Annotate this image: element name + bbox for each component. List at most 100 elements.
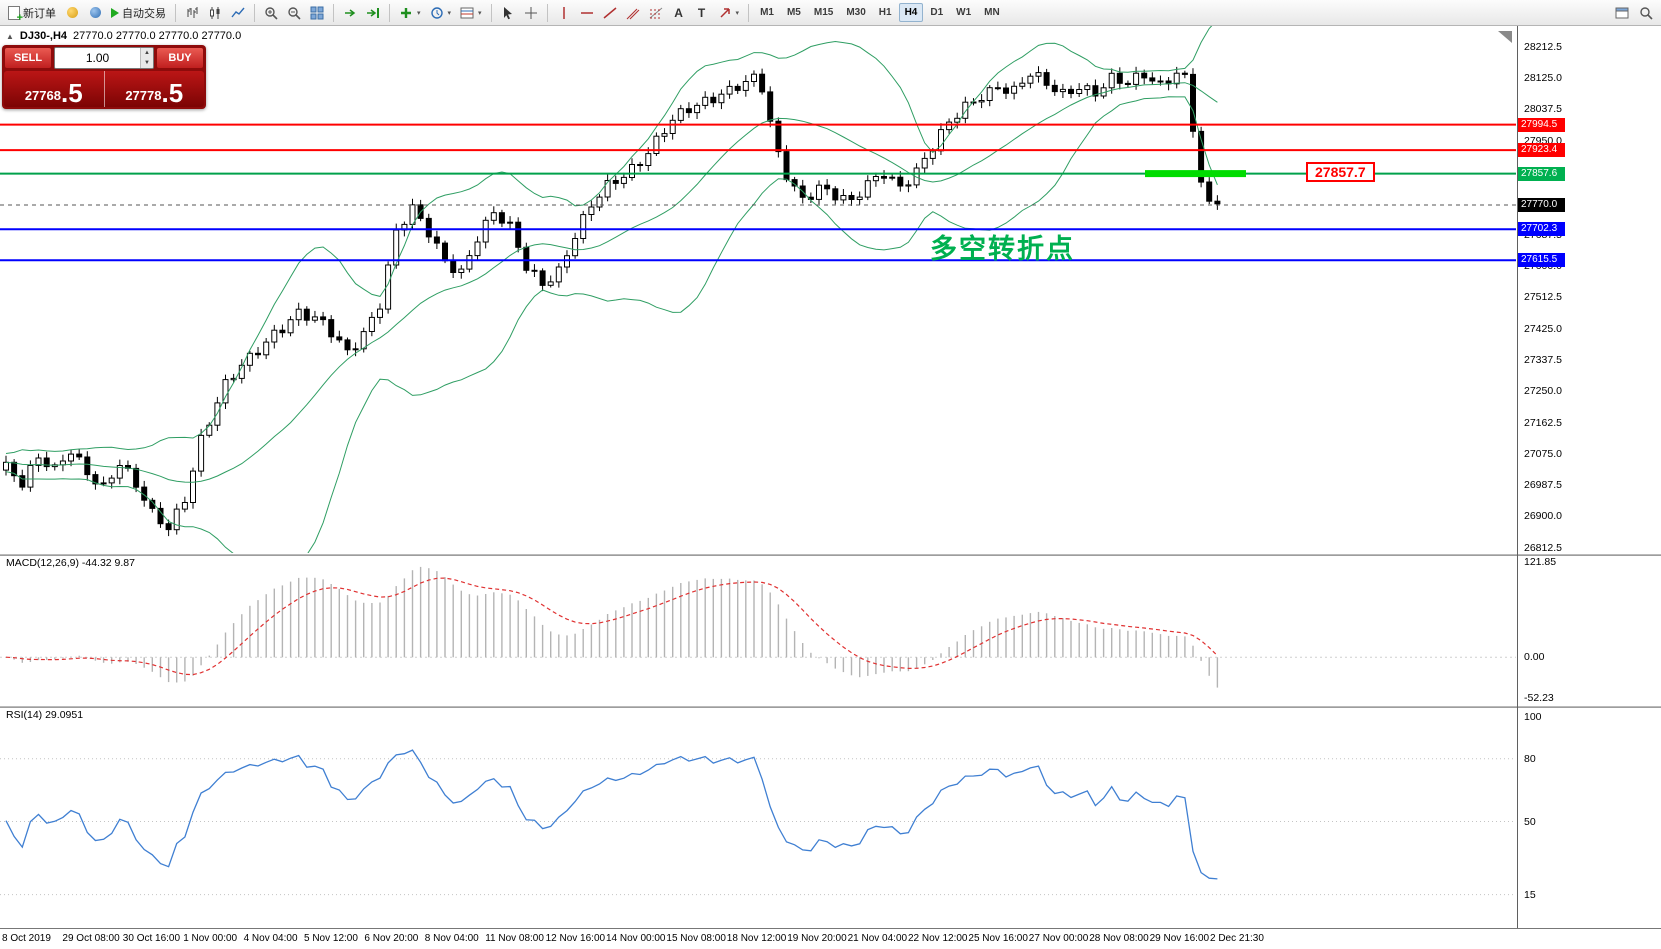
time-axis-separator: [0, 928, 1661, 929]
chart-header: ▲ DJ30-,H4 27770.0 27770.0 27770.0 27770…: [6, 30, 241, 42]
horizontal-line-tool[interactable]: [576, 2, 598, 24]
candlesticks: [3, 66, 1221, 537]
search-button[interactable]: [1635, 2, 1657, 24]
candles-icon: [208, 6, 222, 20]
price-callout-label[interactable]: 27857.7: [1306, 162, 1375, 182]
candlestick-chart-button[interactable]: [204, 2, 226, 24]
sell-price[interactable]: 27768 .5: [4, 71, 105, 107]
timeframe-h4[interactable]: H4: [898, 3, 924, 22]
window-button[interactable]: [1611, 2, 1633, 24]
label-tool[interactable]: T: [691, 2, 713, 24]
new-order-icon: [8, 5, 23, 24]
timeframe-mn[interactable]: MN: [978, 3, 1006, 22]
toolbar-separator: [333, 3, 334, 22]
buy-price-big: .5: [161, 78, 184, 109]
line-chart-icon: [231, 6, 245, 20]
auto-scroll-button[interactable]: [339, 2, 361, 24]
cursor-icon: [501, 6, 515, 20]
volume-down-button[interactable]: ▼: [141, 58, 153, 68]
toolbar-separator: [389, 3, 390, 22]
ohlc-values: 27770.0 27770.0 27770.0 27770.0: [73, 30, 242, 42]
zoom-out-button[interactable]: [283, 2, 305, 24]
zoom-in-button[interactable]: [260, 2, 282, 24]
crosshair-button[interactable]: [520, 2, 542, 24]
timeframe-w1[interactable]: W1: [950, 3, 977, 22]
buy-price[interactable]: 27778 .5: [105, 71, 205, 107]
bars-icon: [185, 6, 199, 20]
volume-up-button[interactable]: ▲: [141, 48, 153, 58]
periods-icon: [430, 6, 444, 20]
fibonacci-tool[interactable]: [645, 2, 667, 24]
search-icon: [1639, 6, 1653, 20]
zoom-in-icon: [264, 6, 278, 20]
alerts-button[interactable]: [61, 2, 83, 24]
indicators-icon: [399, 6, 413, 20]
chart-shift-button[interactable]: [362, 2, 384, 24]
sell-price-big: .5: [60, 78, 83, 109]
bar-chart-button[interactable]: [181, 2, 203, 24]
trendline-icon: [603, 6, 617, 20]
tile-windows-button[interactable]: [306, 2, 328, 24]
rsi-levels: [0, 758, 1516, 896]
chevron-down-icon: ▾: [417, 9, 421, 17]
rsi-line: [5, 749, 1218, 880]
bollinger-bands: [5, 26, 1218, 553]
price-axis-separator: [1517, 26, 1518, 928]
new-order-label: 新订单: [23, 7, 56, 20]
periods-button[interactable]: ▾: [426, 2, 456, 24]
toolbar-separator: [175, 3, 176, 22]
templates-button[interactable]: ▾: [456, 2, 486, 24]
vertical-line-tool[interactable]: [553, 2, 575, 24]
pane-separator-macd[interactable]: [0, 554, 1661, 556]
chevron-down-icon: ▾: [478, 9, 482, 17]
channel-tool[interactable]: [622, 2, 644, 24]
arrows-tool[interactable]: ▾: [714, 2, 744, 24]
new-order-button[interactable]: 新订单: [4, 2, 60, 24]
one-click-trading-panel: SELL ▲ ▼ BUY 27768 .5 27778 .5: [2, 45, 206, 109]
text-tool[interactable]: A: [668, 2, 690, 24]
arrows-icon: [718, 6, 732, 20]
toolbar-separator: [490, 3, 492, 22]
autotrade-label: 自动交易: [122, 7, 166, 20]
horizontal-lines: [0, 123, 1516, 262]
chart-shift-marker: [1498, 31, 1512, 43]
indicators-button[interactable]: ▾: [395, 2, 425, 24]
autotrade-button[interactable]: 自动交易: [107, 2, 170, 24]
toolbar-separator: [748, 3, 750, 22]
line-chart-button[interactable]: [227, 2, 249, 24]
play-icon: [111, 7, 119, 18]
timeframe-m30[interactable]: M30: [840, 3, 871, 22]
label-icon: T: [697, 5, 706, 20]
sell-button[interactable]: SELL: [4, 47, 52, 69]
pane-separator-rsi[interactable]: [0, 706, 1661, 708]
templates-icon: [460, 6, 474, 20]
chevron-down-icon: ▾: [447, 9, 452, 17]
timeframe-m5[interactable]: M5: [781, 3, 807, 22]
macd-label: MACD(12,26,9) -44.32 9.87: [6, 557, 135, 569]
community-button[interactable]: [84, 2, 106, 24]
timeframe-h1[interactable]: H1: [873, 3, 898, 22]
buy-button[interactable]: BUY: [156, 47, 204, 69]
vertical-line-icon: [557, 6, 571, 20]
horizontal-line-icon: [580, 6, 594, 20]
text-icon: A: [674, 5, 683, 20]
volume-box: ▲ ▼: [54, 47, 154, 69]
megaphone-icon: [66, 7, 78, 18]
auto-scroll-icon: [343, 6, 357, 20]
rsi-label: RSI(14) 29.0951: [6, 709, 84, 721]
toolbar-separator: [254, 3, 255, 22]
trendline-tool[interactable]: [599, 2, 621, 24]
main-toolbar: 新订单 自动交易 ▾ ▾ ▾ A T ▾ M1 M5 M15 M30 H1 H4…: [0, 0, 1661, 26]
volume-input[interactable]: [55, 48, 140, 68]
timeframe-m1[interactable]: M1: [754, 3, 780, 22]
chart-shift-icon: [366, 6, 380, 20]
cursor-button[interactable]: [497, 2, 519, 24]
channel-icon: [626, 6, 640, 20]
sell-price-main: 27768: [24, 88, 61, 103]
one-click-toggle-icon[interactable]: ▲: [6, 31, 14, 41]
fibonacci-icon: [649, 6, 663, 20]
timeframe-m15[interactable]: M15: [808, 3, 839, 22]
timeframe-d1[interactable]: D1: [924, 3, 949, 22]
person-icon: [89, 7, 101, 18]
